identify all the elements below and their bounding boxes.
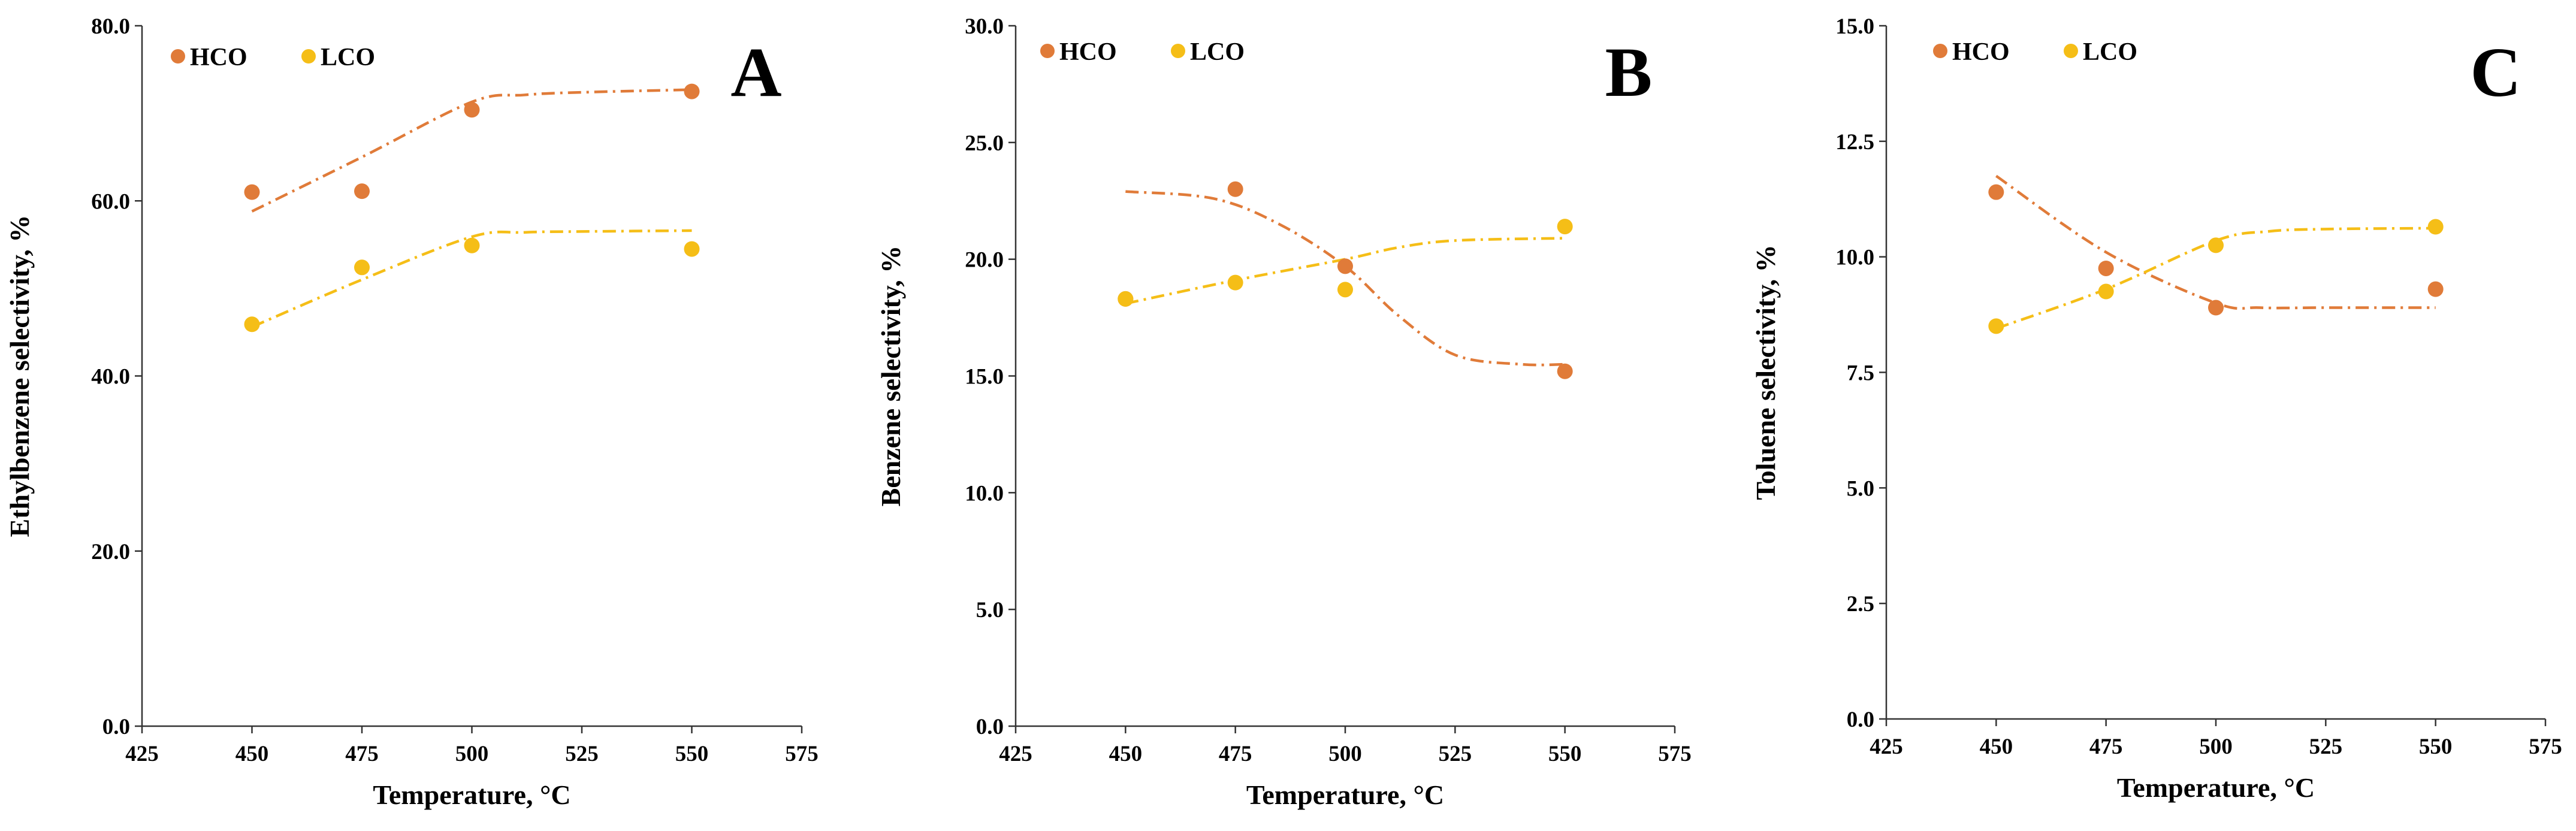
data-point-lco bbox=[1557, 219, 1573, 235]
x-tick-label: 475 bbox=[1219, 742, 1252, 766]
data-point-lco bbox=[1988, 318, 2004, 334]
legend-label-hco: HCO bbox=[1059, 38, 1117, 66]
y-tick-label: 40.0 bbox=[91, 365, 130, 389]
data-point-lco bbox=[2427, 219, 2444, 235]
data-point-lco bbox=[1118, 291, 1134, 307]
data-point-lco bbox=[1337, 282, 1353, 298]
data-point-lco bbox=[2098, 283, 2114, 300]
x-tick-label: 525 bbox=[565, 742, 599, 766]
y-tick-label: 25.0 bbox=[965, 131, 1004, 156]
legend-marker-hco bbox=[1040, 44, 1055, 58]
y-tick-label: 20.0 bbox=[91, 540, 130, 564]
y-tick-label: 15.0 bbox=[1835, 14, 1874, 39]
y-axis-title: Toluene selectivity, % bbox=[1750, 244, 1781, 500]
chart-panel-c: 0.0 2.5 5.0 7.5 10.0 12.5 15.0 425 450 475 500 525 5… bbox=[1750, 14, 2562, 803]
data-point-lco bbox=[684, 241, 700, 257]
y-tick-label: 12.5 bbox=[1835, 130, 1874, 155]
y-tick-label: 60.0 bbox=[91, 189, 130, 214]
legend-label-hco: HCO bbox=[1952, 38, 2010, 66]
y-tick-label: 5.0 bbox=[976, 598, 1004, 623]
legend-marker-lco bbox=[301, 49, 316, 64]
data-point-lco bbox=[464, 237, 480, 253]
panel-letter: C bbox=[2470, 33, 2521, 111]
data-point-lco bbox=[244, 316, 260, 333]
y-axis-title: Benzene selectivity, % bbox=[875, 246, 906, 507]
y-tick-label: 0.0 bbox=[976, 715, 1004, 739]
legend-label-lco: LCO bbox=[2083, 38, 2137, 66]
x-tick-label: 575 bbox=[785, 742, 819, 766]
x-tick-label: 500 bbox=[2199, 735, 2233, 759]
x-tick-label: 450 bbox=[1109, 742, 1143, 766]
trend-line-lco bbox=[1125, 237, 1565, 305]
x-tick-label: 475 bbox=[2089, 735, 2123, 759]
legend-marker-lco bbox=[1171, 44, 1185, 58]
data-point-hco bbox=[1557, 363, 1573, 379]
legend-label-lco: LCO bbox=[321, 44, 375, 71]
data-point-hco bbox=[684, 83, 700, 99]
data-point-hco bbox=[2208, 300, 2224, 316]
x-tick-label: 425 bbox=[125, 742, 159, 766]
x-tick-label: 550 bbox=[1548, 742, 1582, 766]
trend-line-lco bbox=[251, 229, 692, 328]
y-axis-title: Ethylbenzene selectivity, % bbox=[4, 215, 35, 537]
y-tick-label: 15.0 bbox=[965, 365, 1004, 389]
y-tick-label: 10.0 bbox=[1835, 246, 1874, 270]
data-point-hco bbox=[2098, 260, 2114, 276]
trend-line-hco bbox=[1125, 190, 1565, 367]
legend-label-hco: HCO bbox=[190, 44, 247, 71]
y-tick-label: 0.0 bbox=[102, 715, 130, 739]
data-point-hco bbox=[2427, 281, 2444, 297]
y-tick-label: 20.0 bbox=[965, 248, 1004, 273]
trend-line-hco bbox=[251, 88, 692, 213]
data-point-hco bbox=[464, 102, 480, 118]
x-tick-label: 550 bbox=[675, 742, 709, 766]
data-point-lco bbox=[2208, 237, 2224, 253]
y-tick-label: 10.0 bbox=[965, 481, 1004, 506]
chart-panel-b: 0.0 5.0 10.0 15.0 20.0 25.0 30.0 425 450 475 500 52… bbox=[875, 14, 1692, 810]
panel-letter: A bbox=[730, 33, 781, 111]
x-axis-title: Temperature, °C bbox=[2117, 772, 2315, 803]
x-axis-title: Temperature, °C bbox=[1246, 779, 1444, 810]
trend-line-hco bbox=[1995, 174, 2436, 310]
x-tick-label: 575 bbox=[2529, 735, 2562, 759]
x-axis-title: Temperature, °C bbox=[373, 779, 570, 810]
x-tick-label: 425 bbox=[1870, 735, 1903, 759]
y-tick-label: 5.0 bbox=[1847, 476, 1874, 501]
legend-label-lco: LCO bbox=[1190, 38, 1245, 66]
x-tick-label: 575 bbox=[1658, 742, 1692, 766]
y-tick-label: 80.0 bbox=[91, 14, 130, 39]
chart-panel-a: 0.0 20.0 40.0 60.0 80.0 425 450 475 500 525 550 575… bbox=[4, 14, 819, 810]
data-point-lco bbox=[354, 259, 370, 276]
legend-marker-hco bbox=[1933, 44, 1947, 58]
x-tick-label: 500 bbox=[455, 742, 489, 766]
panel-letter: B bbox=[1605, 33, 1653, 111]
y-tick-label: 7.5 bbox=[1847, 361, 1874, 386]
x-tick-label: 500 bbox=[1328, 742, 1362, 766]
data-point-hco bbox=[244, 184, 260, 200]
data-point-hco bbox=[1988, 184, 2004, 200]
legend-marker-hco bbox=[171, 49, 185, 64]
x-tick-label: 525 bbox=[2309, 735, 2343, 759]
y-tick-label: 2.5 bbox=[1847, 592, 1874, 617]
x-tick-label: 550 bbox=[2419, 735, 2453, 759]
data-point-hco bbox=[354, 183, 370, 200]
y-tick-label: 0.0 bbox=[1847, 708, 1874, 732]
data-point-hco bbox=[1337, 258, 1353, 274]
data-point-lco bbox=[1227, 274, 1243, 291]
x-tick-label: 450 bbox=[235, 742, 269, 766]
x-tick-label: 450 bbox=[1980, 735, 2013, 759]
legend-marker-lco bbox=[2064, 44, 2078, 58]
y-tick-label: 30.0 bbox=[965, 14, 1004, 39]
x-tick-label: 425 bbox=[999, 742, 1032, 766]
trend-line-lco bbox=[1995, 226, 2436, 330]
x-tick-label: 475 bbox=[345, 742, 379, 766]
data-point-hco bbox=[1227, 181, 1243, 197]
x-tick-label: 525 bbox=[1439, 742, 1472, 766]
